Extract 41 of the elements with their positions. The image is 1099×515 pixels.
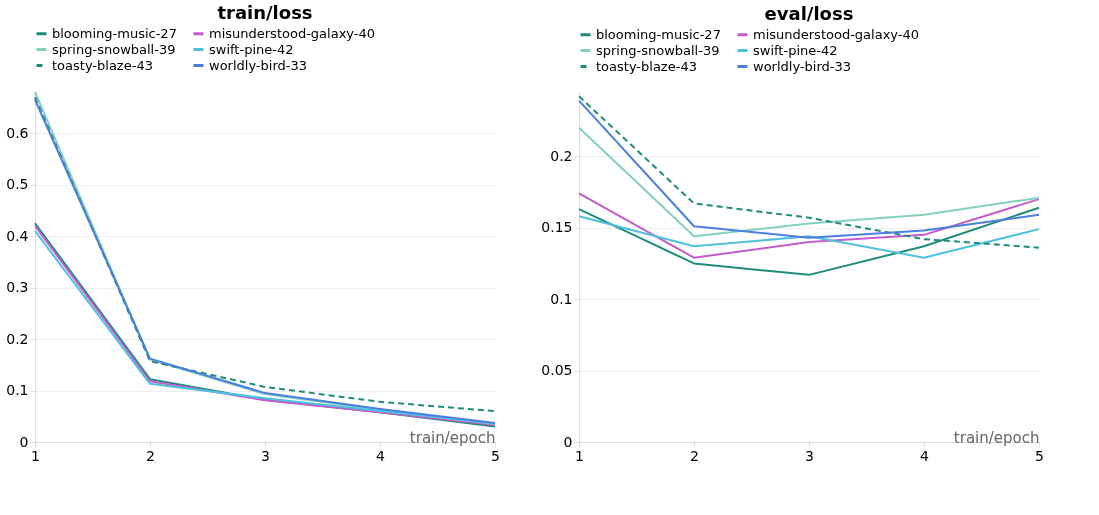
x-tick-label: 4 bbox=[920, 447, 930, 464]
legend-label: misunderstood-galaxy-40 bbox=[209, 25, 376, 41]
x-tick-label: 5 bbox=[1035, 447, 1044, 464]
legend-label: toasty-blaze-43 bbox=[596, 58, 697, 74]
legend-label: toasty-blaze-43 bbox=[52, 57, 153, 73]
legend-label: swift-pine-42 bbox=[209, 41, 294, 57]
chart-title: train/loss bbox=[217, 2, 313, 23]
x-axis-title: train/epoch bbox=[953, 428, 1040, 447]
y-tick-label: 0.2 bbox=[6, 330, 29, 347]
y-tick-label: 0.1 bbox=[550, 290, 573, 307]
x-tick-label: 2 bbox=[146, 447, 155, 464]
x-axis-title: train/epoch bbox=[409, 428, 496, 447]
x-tick-label: 1 bbox=[575, 447, 584, 464]
line-series bbox=[578, 192, 1040, 259]
x-tick-label: 3 bbox=[261, 447, 270, 464]
x-tick-label: 4 bbox=[376, 447, 386, 464]
y-tick-label: 0.4 bbox=[6, 227, 29, 244]
y-tick-label: 0.3 bbox=[6, 279, 29, 296]
legend-label: swift-pine-42 bbox=[753, 42, 838, 58]
chart-title: eval/loss bbox=[764, 3, 854, 24]
y-tick-label: 0.2 bbox=[550, 147, 573, 164]
y-tick-label: 0.1 bbox=[6, 382, 29, 399]
legend-label: worldly-bird-33 bbox=[753, 58, 852, 74]
legend-label: blooming-music-27 bbox=[596, 26, 721, 42]
legend-label: spring-snowball-39 bbox=[52, 41, 176, 57]
line-series bbox=[578, 215, 1040, 259]
x-tick-label: 3 bbox=[805, 447, 814, 464]
y-tick-label: 0.15 bbox=[541, 219, 573, 236]
x-tick-label: 5 bbox=[491, 447, 500, 464]
x-tick-label: 2 bbox=[690, 447, 699, 464]
legend-label: spring-snowball-39 bbox=[596, 42, 720, 58]
y-tick-label: 0 bbox=[563, 433, 573, 450]
line-series bbox=[578, 126, 1040, 238]
y-tick-label: 0.6 bbox=[6, 124, 29, 141]
x-tick-label: 1 bbox=[31, 447, 40, 464]
y-tick-label: 0.5 bbox=[6, 176, 29, 193]
legend-label: blooming-music-27 bbox=[52, 25, 177, 41]
legend-label: worldly-bird-33 bbox=[209, 57, 308, 73]
legend-label: misunderstood-galaxy-40 bbox=[753, 26, 920, 42]
y-tick-label: 0.05 bbox=[541, 362, 573, 379]
y-tick-label: 0 bbox=[19, 433, 29, 450]
